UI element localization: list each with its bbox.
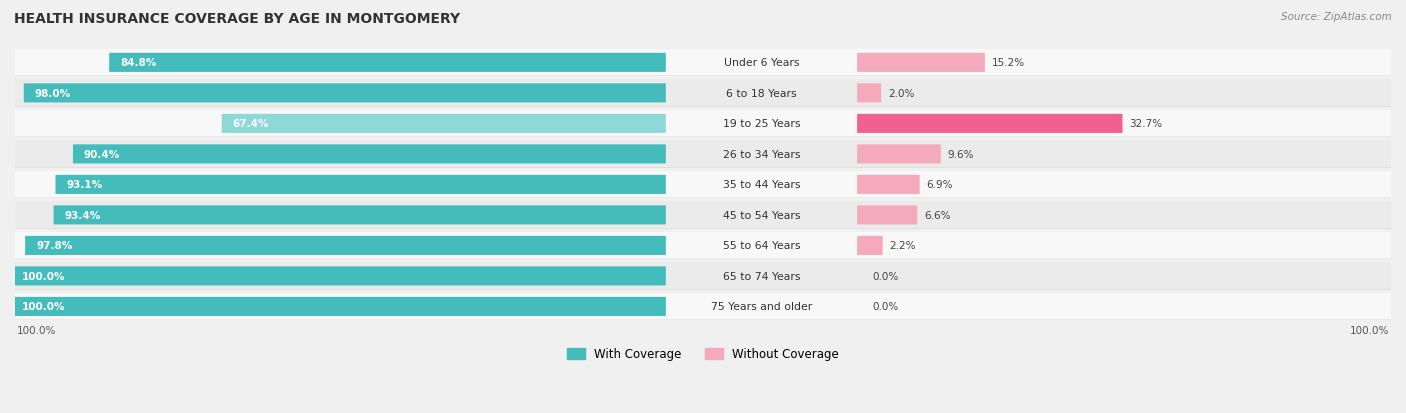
Text: 0.0%: 0.0%: [872, 302, 898, 312]
FancyBboxPatch shape: [11, 202, 1393, 229]
Text: 35 to 44 Years: 35 to 44 Years: [723, 180, 800, 190]
FancyBboxPatch shape: [24, 84, 666, 103]
Text: Source: ZipAtlas.com: Source: ZipAtlas.com: [1281, 12, 1392, 22]
FancyBboxPatch shape: [11, 297, 666, 316]
FancyBboxPatch shape: [10, 293, 1392, 320]
Text: 26 to 34 Years: 26 to 34 Years: [723, 150, 800, 159]
Text: 15.2%: 15.2%: [991, 58, 1025, 68]
FancyBboxPatch shape: [858, 54, 984, 73]
Text: HEALTH INSURANCE COVERAGE BY AGE IN MONTGOMERY: HEALTH INSURANCE COVERAGE BY AGE IN MONT…: [14, 12, 460, 26]
Text: 6.6%: 6.6%: [924, 210, 950, 221]
FancyBboxPatch shape: [11, 50, 1393, 77]
Text: 100.0%: 100.0%: [22, 271, 66, 281]
FancyBboxPatch shape: [10, 80, 1392, 107]
FancyBboxPatch shape: [10, 262, 1392, 290]
Text: 98.0%: 98.0%: [35, 89, 70, 99]
FancyBboxPatch shape: [858, 114, 1122, 134]
FancyBboxPatch shape: [10, 50, 1392, 76]
FancyBboxPatch shape: [10, 110, 1392, 138]
Text: 93.4%: 93.4%: [65, 210, 101, 221]
Text: 55 to 64 Years: 55 to 64 Years: [723, 241, 800, 251]
FancyBboxPatch shape: [11, 232, 1393, 259]
Text: 100.0%: 100.0%: [17, 325, 56, 335]
Text: 2.0%: 2.0%: [889, 89, 914, 99]
FancyBboxPatch shape: [10, 171, 1392, 198]
Text: 19 to 25 Years: 19 to 25 Years: [723, 119, 800, 129]
FancyBboxPatch shape: [110, 54, 666, 73]
FancyBboxPatch shape: [73, 145, 666, 164]
FancyBboxPatch shape: [858, 176, 920, 195]
FancyBboxPatch shape: [11, 171, 1393, 199]
Text: 65 to 74 Years: 65 to 74 Years: [723, 271, 800, 281]
FancyBboxPatch shape: [11, 80, 1393, 107]
FancyBboxPatch shape: [10, 141, 1392, 168]
Legend: With Coverage, Without Coverage: With Coverage, Without Coverage: [562, 343, 844, 366]
FancyBboxPatch shape: [11, 111, 1393, 138]
FancyBboxPatch shape: [11, 293, 1393, 320]
FancyBboxPatch shape: [858, 206, 917, 225]
FancyBboxPatch shape: [858, 145, 941, 164]
Text: 9.6%: 9.6%: [948, 150, 974, 159]
Text: 84.8%: 84.8%: [120, 58, 156, 68]
FancyBboxPatch shape: [858, 236, 883, 255]
FancyBboxPatch shape: [53, 206, 666, 225]
Text: 2.2%: 2.2%: [890, 241, 917, 251]
Text: 45 to 54 Years: 45 to 54 Years: [723, 210, 800, 221]
Text: 75 Years and older: 75 Years and older: [711, 302, 813, 312]
FancyBboxPatch shape: [858, 84, 882, 103]
Text: 100.0%: 100.0%: [1350, 325, 1389, 335]
FancyBboxPatch shape: [222, 114, 666, 134]
Text: 32.7%: 32.7%: [1129, 119, 1163, 129]
Text: Under 6 Years: Under 6 Years: [724, 58, 799, 68]
Text: 67.4%: 67.4%: [233, 119, 269, 129]
Text: 0.0%: 0.0%: [872, 271, 898, 281]
FancyBboxPatch shape: [11, 141, 1393, 168]
FancyBboxPatch shape: [10, 232, 1392, 259]
FancyBboxPatch shape: [11, 267, 666, 286]
Text: 93.1%: 93.1%: [66, 180, 103, 190]
FancyBboxPatch shape: [55, 176, 666, 195]
Text: 6.9%: 6.9%: [927, 180, 953, 190]
FancyBboxPatch shape: [10, 202, 1392, 229]
Text: 90.4%: 90.4%: [84, 150, 121, 159]
FancyBboxPatch shape: [11, 263, 1393, 290]
FancyBboxPatch shape: [25, 236, 666, 255]
Text: 6 to 18 Years: 6 to 18 Years: [725, 89, 797, 99]
Text: 100.0%: 100.0%: [22, 302, 66, 312]
Text: 97.8%: 97.8%: [37, 241, 72, 251]
